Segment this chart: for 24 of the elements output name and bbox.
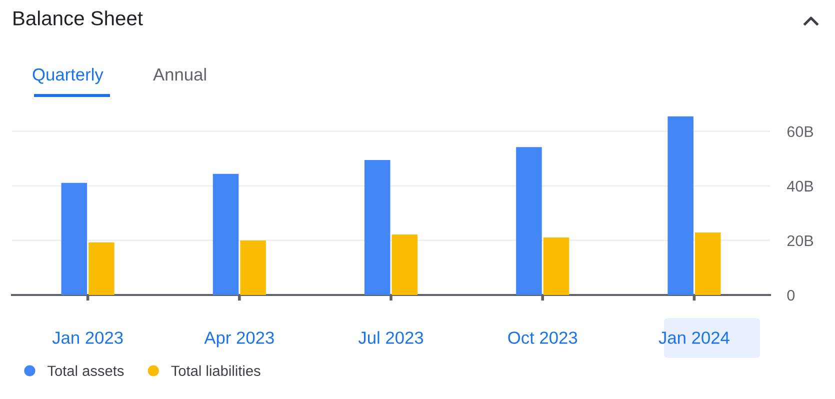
bar	[516, 147, 542, 295]
x-tick-label: Oct 2023	[508, 332, 578, 344]
x-tick-label: Apr 2023	[204, 332, 274, 348]
text: Quarterly	[32, 68, 104, 84]
y-tick-label: 60B	[787, 126, 814, 138]
bar	[212, 174, 239, 295]
bar	[364, 160, 390, 295]
x-tick-label: Jan 2024	[658, 332, 730, 344]
y-tick-label: 0	[787, 290, 795, 301]
bar	[694, 232, 721, 295]
x-tick-label: Jul 2023	[358, 331, 424, 344]
bar	[668, 116, 694, 295]
bar	[61, 182, 88, 295]
x-tick-label: Jan 2023	[52, 332, 123, 344]
bar	[240, 240, 266, 295]
chart-title: Balance Sheet	[14, 10, 143, 26]
y-tick-label: 40B	[787, 180, 814, 192]
y-tick-label: 20B	[787, 235, 814, 246]
bar	[88, 242, 114, 295]
legend-label: Total liabilities	[171, 365, 260, 376]
bar	[543, 237, 570, 295]
legend-label: Total assets	[48, 365, 124, 376]
bar	[392, 234, 418, 295]
text: Annual	[153, 68, 206, 81]
